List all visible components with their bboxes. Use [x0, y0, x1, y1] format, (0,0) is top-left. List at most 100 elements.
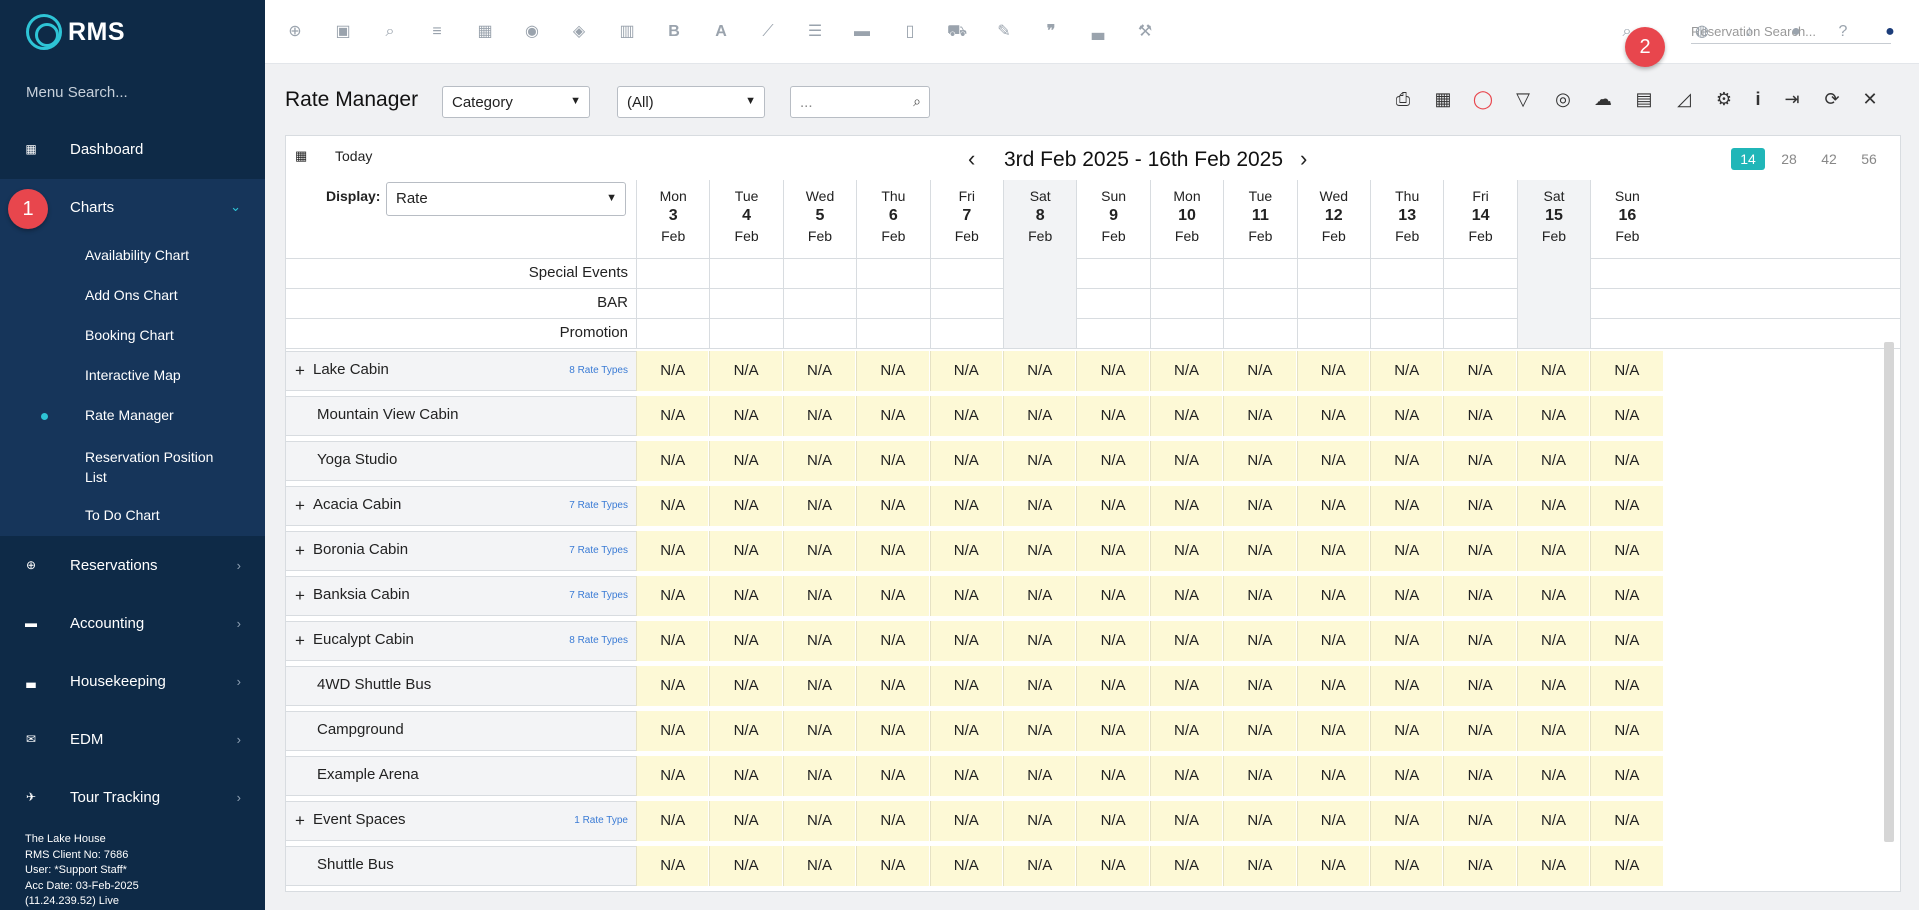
rate-cell[interactable]: N/A	[636, 801, 709, 841]
submenu-availability-chart[interactable]: Availability Chart	[85, 247, 190, 263]
expand-plus-icon[interactable]: +	[295, 496, 305, 515]
rate-cell[interactable]: N/A	[1443, 666, 1516, 706]
rate-cell[interactable]: N/A	[709, 621, 782, 661]
rate-cell[interactable]: N/A	[929, 756, 1002, 796]
rate-cell[interactable]: N/A	[929, 621, 1002, 661]
info-cell[interactable]	[636, 258, 709, 288]
category-row-header[interactable]	[286, 486, 636, 526]
rate-cell[interactable]: N/A	[782, 666, 856, 706]
rate-cell[interactable]: N/A	[1223, 756, 1296, 796]
info-cell[interactable]	[1223, 318, 1296, 348]
rate-cell[interactable]: N/A	[929, 531, 1002, 571]
rate-cell[interactable]: N/A	[782, 351, 856, 391]
rate-cell[interactable]: N/A	[1370, 801, 1443, 841]
display-select[interactable]: Rate ▼	[386, 182, 626, 216]
rate-cell[interactable]: N/A	[1003, 351, 1076, 391]
rate-cell[interactable]: N/A	[1076, 351, 1149, 391]
rate-cell[interactable]: N/A	[1076, 486, 1149, 526]
rate-cell[interactable]: N/A	[1370, 576, 1443, 616]
rate-cell[interactable]: N/A	[782, 396, 856, 436]
sidebar-item-dashboard[interactable]: ▦ Dashboard	[0, 121, 265, 177]
rate-cell[interactable]: N/A	[1516, 756, 1590, 796]
submenu-booking-chart[interactable]: Booking Chart	[85, 327, 174, 343]
rate-cell[interactable]: N/A	[1003, 756, 1076, 796]
rate-cell[interactable]: N/A	[1296, 801, 1369, 841]
rate-cell[interactable]: N/A	[782, 486, 856, 526]
menu-search-input[interactable]: Menu Search...	[26, 84, 128, 101]
info-cell[interactable]	[1003, 288, 1077, 318]
expand-plus-icon[interactable]: +	[295, 586, 305, 605]
rate-cell[interactable]: N/A	[1003, 396, 1076, 436]
rate-cell[interactable]: N/A	[782, 531, 856, 571]
rate-cell[interactable]: N/A	[1370, 486, 1443, 526]
rate-cell[interactable]: N/A	[929, 666, 1002, 706]
rate-cell[interactable]: N/A	[1516, 486, 1590, 526]
rate-cell[interactable]: N/A	[709, 576, 782, 616]
category-row-header[interactable]	[286, 576, 636, 616]
rate-cell[interactable]: N/A	[1149, 396, 1223, 436]
rate-cell[interactable]: N/A	[709, 531, 782, 571]
search-icon[interactable]: ⌕	[385, 23, 395, 40]
rate-cell[interactable]: N/A	[1296, 756, 1369, 796]
comment-icon[interactable]: ◯	[1472, 89, 1494, 109]
rate-cell[interactable]: N/A	[1076, 756, 1149, 796]
info-cell[interactable]	[1590, 288, 1663, 318]
rate-cell[interactable]: N/A	[1443, 801, 1516, 841]
rate-cell[interactable]: N/A	[929, 351, 1002, 391]
rate-cell[interactable]: N/A	[1590, 801, 1663, 841]
rate-cell[interactable]: N/A	[1443, 396, 1516, 436]
user-icon[interactable]: ●	[1885, 23, 1895, 40]
rate-cell[interactable]: N/A	[709, 666, 782, 706]
info-cell[interactable]	[1590, 258, 1663, 288]
info-cell[interactable]	[1296, 288, 1370, 318]
rate-cell[interactable]: N/A	[1003, 531, 1076, 571]
rate-cell[interactable]: N/A	[929, 801, 1002, 841]
rate-cell[interactable]: N/A	[1370, 846, 1443, 886]
range-14-button[interactable]: 14	[1731, 148, 1765, 170]
rate-cell[interactable]: N/A	[636, 621, 709, 661]
rate-cell[interactable]: N/A	[856, 621, 929, 661]
rate-cell[interactable]: N/A	[1003, 621, 1076, 661]
range-56-button[interactable]: 56	[1861, 151, 1877, 167]
rate-cell[interactable]: N/A	[636, 711, 709, 751]
rate-cell[interactable]: N/A	[1296, 486, 1369, 526]
info-cell[interactable]	[1370, 318, 1443, 348]
rate-types-link[interactable]: 7 Rate Types	[569, 590, 628, 601]
sidebar-item-tour-tracking[interactable]: ✈ Tour Tracking ›	[0, 769, 265, 825]
triangle-ruler-icon[interactable]: ◿	[1677, 89, 1691, 109]
rate-cell[interactable]: N/A	[1003, 666, 1076, 706]
rate-cell[interactable]: N/A	[1149, 846, 1223, 886]
rate-cell[interactable]: N/A	[1149, 441, 1223, 481]
map-pin-icon[interactable]: ◈	[572, 23, 586, 40]
calendar-icon[interactable]: ▣	[335, 23, 351, 40]
rate-cell[interactable]: N/A	[1223, 621, 1296, 661]
rate-cell[interactable]: N/A	[1223, 531, 1296, 571]
rate-cell[interactable]: N/A	[1370, 621, 1443, 661]
rate-cell[interactable]: N/A	[1003, 846, 1076, 886]
quote-icon[interactable]: ❞	[1046, 23, 1056, 40]
rate-cell[interactable]: N/A	[1590, 846, 1663, 886]
expand-plus-icon[interactable]: +	[295, 811, 305, 830]
gear-icon[interactable]: ⚙	[1715, 89, 1733, 109]
rate-cell[interactable]: N/A	[1443, 441, 1516, 481]
bell-icon[interactable]: ♪	[1745, 23, 1753, 40]
rate-cell[interactable]: N/A	[1590, 486, 1663, 526]
rate-cell[interactable]: N/A	[1003, 711, 1076, 751]
rate-cell[interactable]: N/A	[1076, 801, 1149, 841]
rate-cell[interactable]: N/A	[1296, 666, 1369, 706]
info-cell[interactable]	[1516, 258, 1591, 288]
rate-cell[interactable]: N/A	[1516, 621, 1590, 661]
rate-cell[interactable]: N/A	[929, 711, 1002, 751]
info-cell[interactable]	[1149, 258, 1223, 288]
rate-cell[interactable]: N/A	[782, 711, 856, 751]
info-cell[interactable]	[1223, 258, 1296, 288]
sidebar-item-edm[interactable]: ✉ EDM ›	[0, 711, 265, 767]
rate-cell[interactable]: N/A	[929, 576, 1002, 616]
rms-logo[interactable]: RMS	[26, 14, 125, 50]
rate-cell[interactable]: N/A	[856, 666, 929, 706]
bed-icon[interactable]: ▃	[1091, 23, 1105, 40]
info-cell[interactable]	[1443, 318, 1516, 348]
rate-cell[interactable]: N/A	[929, 441, 1002, 481]
rate-cell[interactable]: N/A	[1076, 711, 1149, 751]
submenu-interactive-map[interactable]: Interactive Map	[85, 367, 181, 383]
